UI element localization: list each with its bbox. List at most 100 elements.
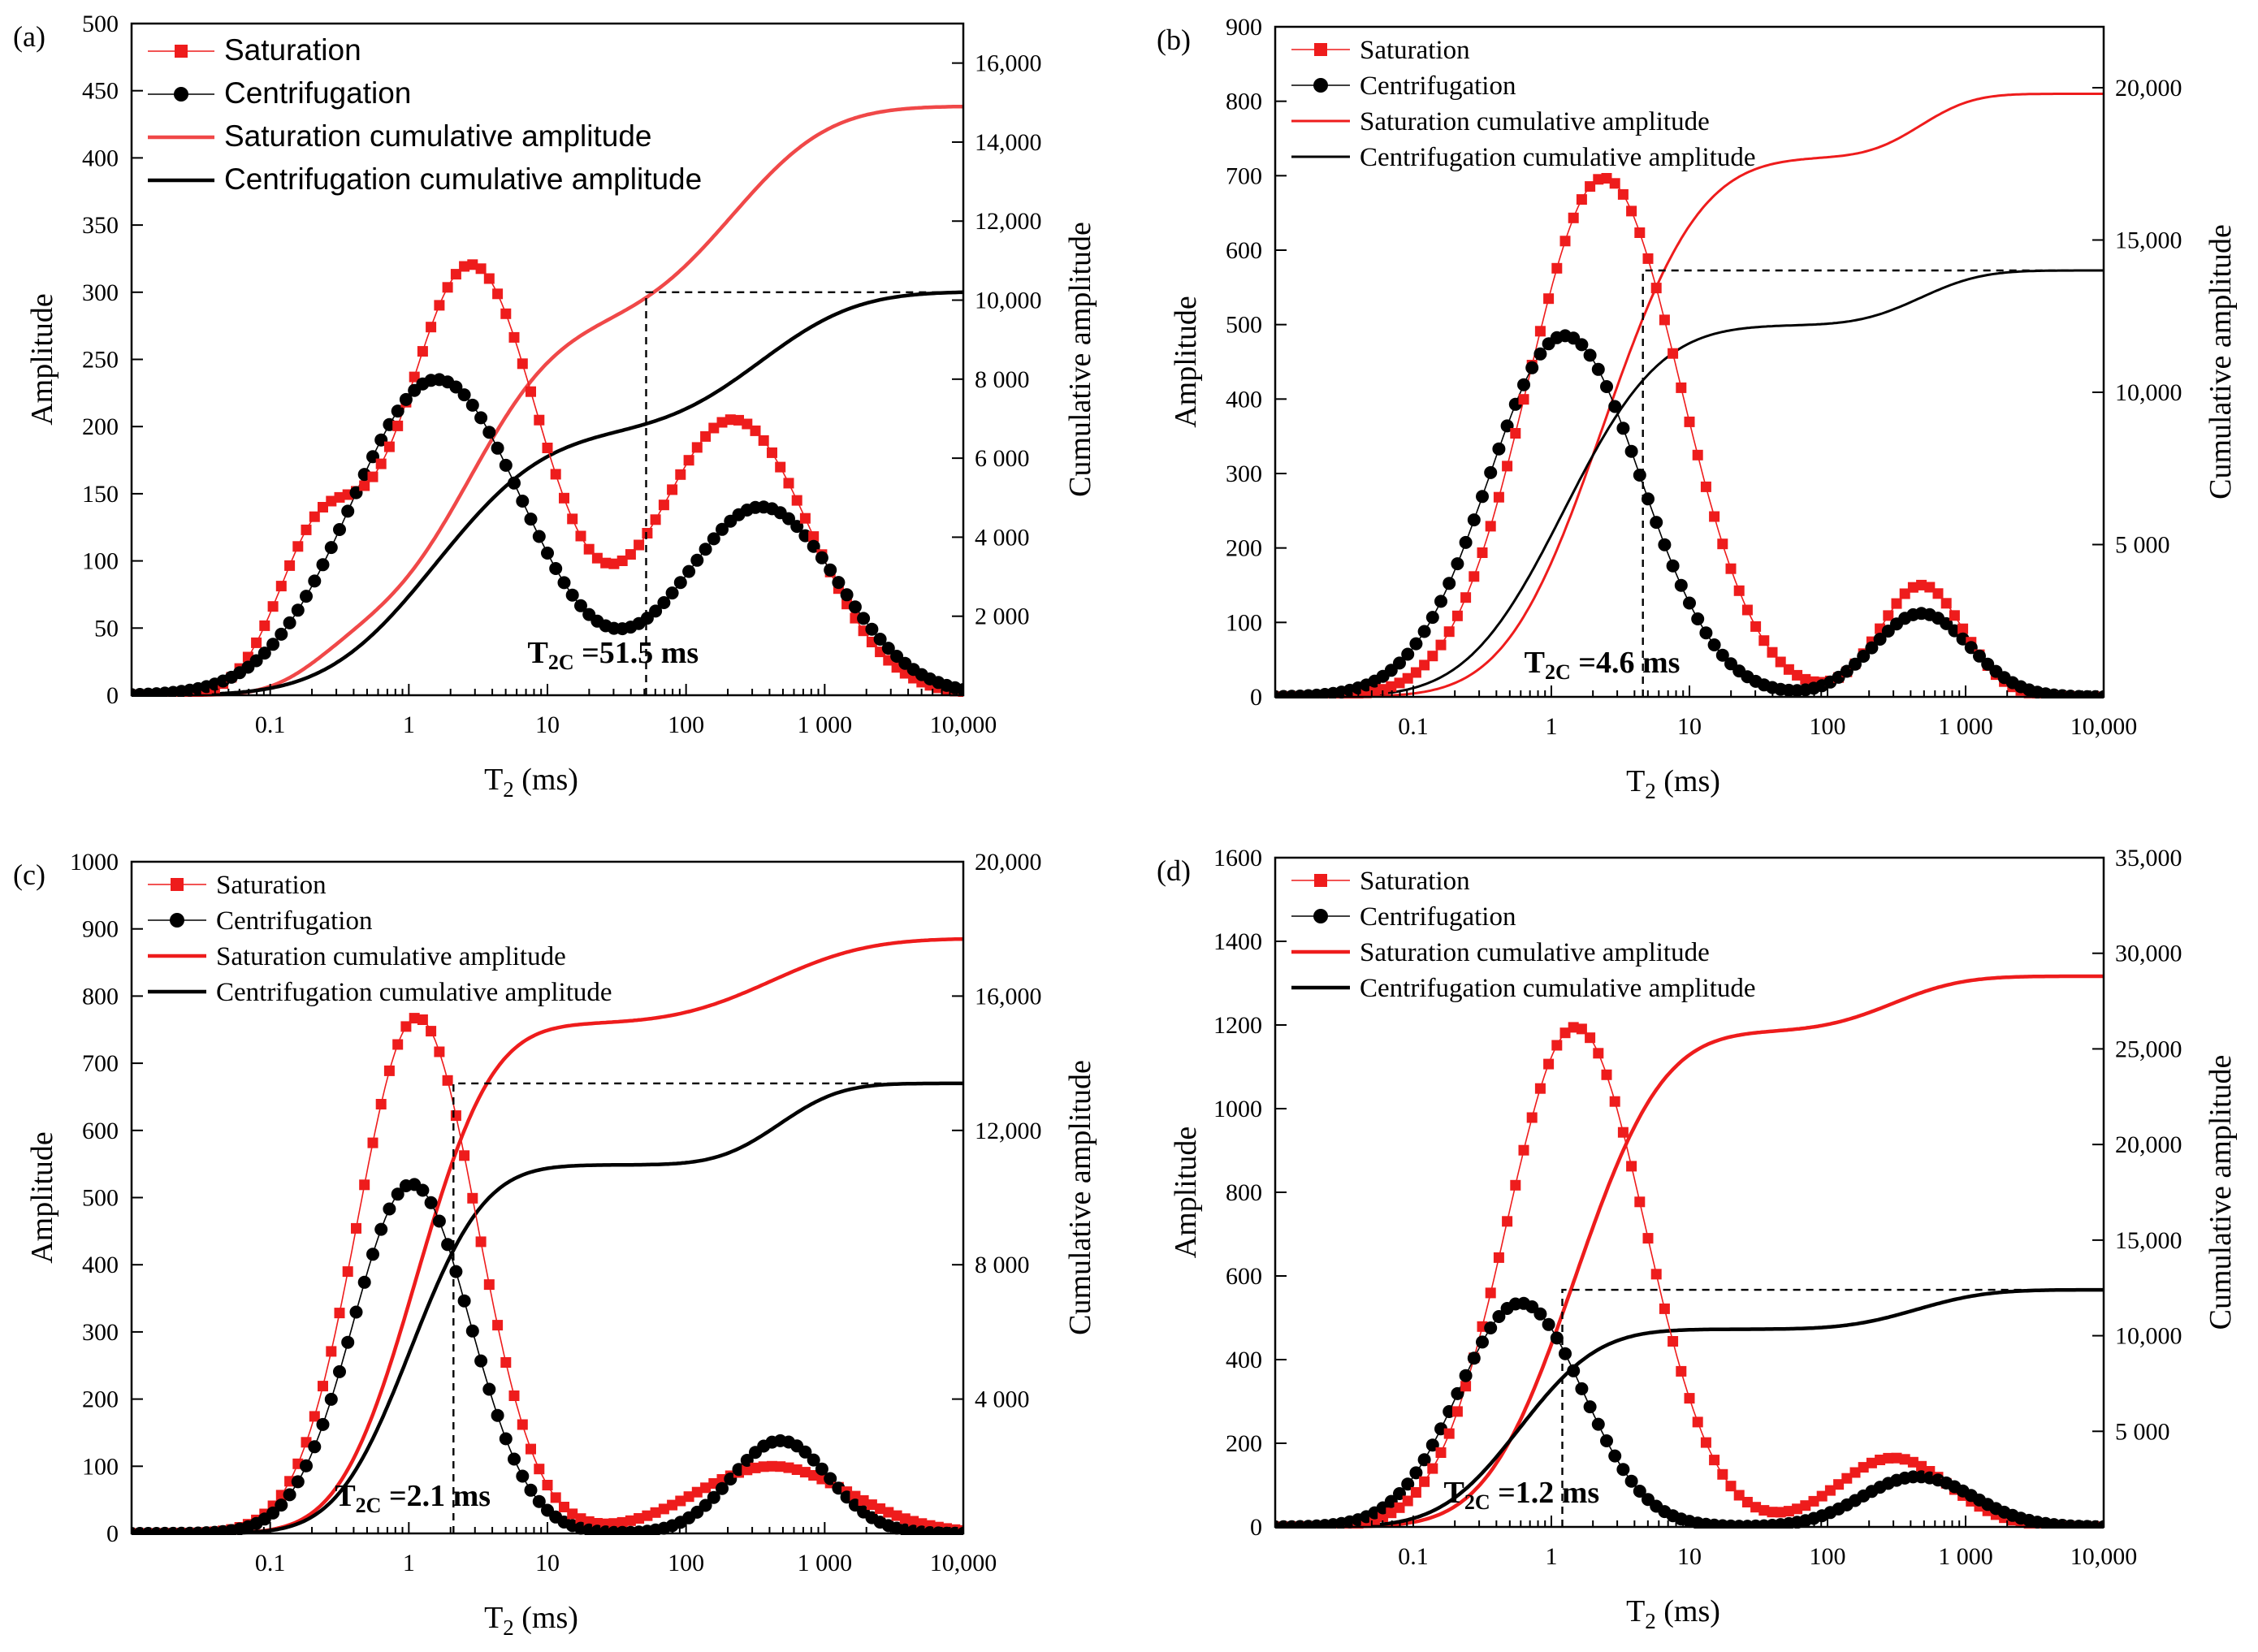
saturation-point — [1435, 639, 1447, 651]
y-left-tick-label: 700 — [82, 1050, 119, 1077]
saturation-point — [517, 1419, 528, 1430]
centrifugation-point — [449, 1265, 463, 1278]
x-tick-label: 10 — [1677, 713, 1702, 740]
saturation-point — [326, 1346, 337, 1357]
saturation-point — [442, 282, 453, 293]
saturation-point — [1741, 1497, 1753, 1507]
legend-saturation-marker — [1314, 43, 1327, 56]
centrifugation-line — [1275, 335, 2104, 698]
saturation-point — [1833, 1479, 1845, 1490]
legend-label: Saturation — [1360, 867, 1470, 896]
saturation-point — [400, 1021, 412, 1032]
centrifugation-point — [649, 604, 663, 618]
saturation-point — [791, 1464, 802, 1475]
saturation-point — [559, 1502, 569, 1512]
y-right-tick-label: 5 000 — [2115, 1418, 2170, 1445]
saturation-point — [426, 1026, 437, 1037]
centrifugation-point — [416, 1183, 430, 1197]
centrifugation-point — [707, 1490, 720, 1504]
centrifugation-point — [574, 599, 587, 612]
saturation-point — [483, 1279, 495, 1291]
centrifugation-point — [383, 1202, 396, 1216]
saturation-point — [1692, 1416, 1703, 1428]
saturation-point — [1394, 1502, 1405, 1513]
saturation-point — [417, 1014, 428, 1025]
y-left-tick-label: 300 — [82, 279, 119, 306]
saturation-point — [359, 1179, 370, 1191]
centrifugation-cumulative-line — [1275, 269, 2104, 698]
saturation-point — [616, 1516, 628, 1528]
y-left-tick-label: 600 — [1226, 237, 1262, 264]
saturation-point — [375, 1099, 387, 1109]
saturation-point — [342, 1266, 353, 1278]
saturation-point — [526, 386, 536, 397]
saturation-point — [417, 346, 428, 357]
legend-label: Saturation cumulative amplitude — [1360, 107, 1710, 136]
saturation-point — [508, 331, 520, 343]
saturation-point — [1593, 1048, 1604, 1059]
centrifugation-point — [374, 1222, 388, 1236]
y-left-tick-label: 300 — [1226, 461, 1262, 487]
saturation-point — [367, 1137, 378, 1148]
saturation-point — [500, 1357, 512, 1368]
y-left-tick-label: 900 — [82, 916, 119, 943]
saturation-point — [750, 425, 761, 436]
saturation-point — [1510, 1179, 1521, 1191]
saturation-point — [318, 502, 328, 512]
centrifugation-point — [1608, 400, 1622, 413]
saturation-point — [459, 261, 470, 272]
saturation-point — [1551, 1040, 1563, 1051]
saturation-point — [1700, 1437, 1711, 1448]
saturation-point — [1668, 348, 1679, 359]
panel-label-d: (d) — [1157, 854, 1191, 887]
saturation-point — [850, 1490, 861, 1502]
saturation-point — [1451, 610, 1463, 621]
saturation-point — [891, 1510, 902, 1521]
saturation-point — [742, 418, 753, 430]
y-right-tick-label: 25,000 — [2115, 1036, 2182, 1062]
centrifugation-point — [1484, 465, 1498, 479]
centrifugation-point — [432, 1214, 446, 1228]
centrifugation-point — [873, 633, 887, 646]
saturation-point — [1717, 538, 1728, 550]
saturation-point — [1460, 592, 1472, 603]
saturation-point — [1485, 1287, 1496, 1299]
centrifugation-point — [516, 1469, 530, 1483]
y-right-axis-title: Cumulative amplitude — [2204, 1055, 2238, 1330]
y-left-axis-title: Amplitude — [25, 1131, 59, 1264]
y-left-tick-label: 500 — [82, 11, 119, 37]
saturation-point — [608, 1518, 620, 1529]
centrifugation-point — [824, 1472, 837, 1486]
y-right-tick-label: 14,000 — [975, 129, 1042, 156]
saturation-point — [1668, 1336, 1679, 1347]
saturation-point — [1378, 684, 1389, 695]
centrifugation-point — [565, 588, 579, 602]
saturation-point — [1800, 1500, 1811, 1511]
saturation-point — [1684, 416, 1695, 427]
centrifugation-point — [1409, 1466, 1423, 1480]
centrifugation-point — [1467, 513, 1481, 527]
saturation-point — [875, 1503, 886, 1514]
legend-label: Saturation cumulative amplitude — [1360, 938, 1710, 967]
saturation-point — [1601, 173, 1612, 184]
legend-saturation-marker — [1314, 874, 1327, 887]
saturation-point — [1576, 1023, 1587, 1035]
centrifugation-point — [324, 1392, 338, 1406]
saturation-point — [1634, 227, 1646, 238]
saturation-point — [567, 1508, 578, 1520]
saturation-point — [1534, 326, 1546, 337]
centrifugation-point — [275, 627, 288, 641]
y-right-tick-label: 8 000 — [975, 366, 1030, 393]
centrifugation-point — [524, 1483, 538, 1497]
saturation-point — [667, 484, 678, 495]
saturation-point — [450, 269, 461, 280]
centrifugation-point — [1393, 656, 1406, 670]
y-right-tick-label: 20,000 — [975, 849, 1042, 876]
saturation-point — [575, 530, 586, 542]
legend-label: Saturation — [224, 33, 361, 67]
saturation-point — [1824, 1485, 1836, 1496]
centrifugation-point — [782, 512, 795, 525]
centrifugation-point — [1583, 348, 1597, 362]
saturation-point — [1899, 588, 1910, 599]
saturation-line — [1275, 177, 2104, 698]
